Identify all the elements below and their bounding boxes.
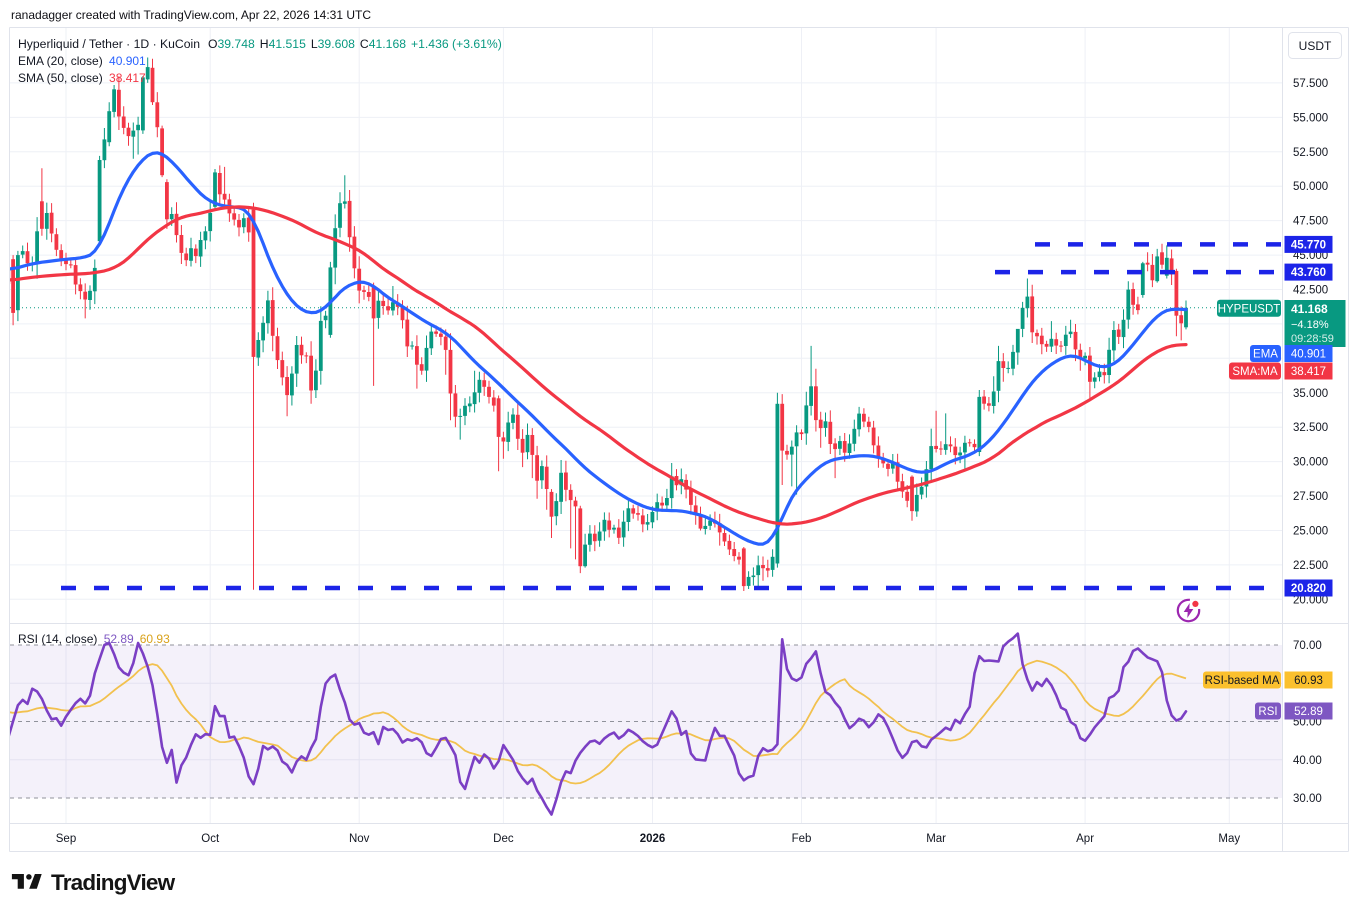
svg-text:Mar: Mar <box>926 833 946 845</box>
svg-text:EMA (20, close) 40.901: EMA (20, close) 40.901 <box>18 54 146 68</box>
svg-text:43.760: 43.760 <box>1291 267 1326 279</box>
svg-text:32.500: 32.500 <box>1293 422 1328 434</box>
svg-text:52.89: 52.89 <box>1294 706 1323 718</box>
svg-text:Feb: Feb <box>792 833 812 845</box>
svg-text:47.500: 47.500 <box>1293 216 1328 228</box>
svg-text:SMA (50, close) 38.417: SMA (50, close) 38.417 <box>18 71 146 85</box>
svg-text:20.820: 20.820 <box>1291 583 1326 595</box>
svg-text:ranadagger created with Tradin: ranadagger created with TradingView.com,… <box>11 8 371 22</box>
svg-text:USDT: USDT <box>1299 39 1332 53</box>
svg-text:RSI: RSI <box>1258 706 1277 718</box>
svg-text:May: May <box>1218 833 1240 845</box>
svg-text:TradingView: TradingView <box>51 870 176 895</box>
svg-text:50.000: 50.000 <box>1293 181 1328 193</box>
svg-text:35.000: 35.000 <box>1293 388 1328 400</box>
svg-text:Sep: Sep <box>56 833 76 845</box>
svg-text:09:28:59: 09:28:59 <box>1291 333 1334 345</box>
svg-text:20.000: 20.000 <box>1293 594 1328 606</box>
svg-text:Oct: Oct <box>201 833 220 845</box>
svg-text:45.770: 45.770 <box>1291 239 1326 251</box>
svg-text:52.500: 52.500 <box>1293 147 1328 159</box>
svg-text:30.000: 30.000 <box>1293 457 1328 469</box>
svg-text:60.93: 60.93 <box>1294 675 1323 687</box>
svg-text:HYPEUSDT: HYPEUSDT <box>1218 303 1281 315</box>
svg-text:40.901: 40.901 <box>1291 349 1326 361</box>
svg-text:EMA: EMA <box>1253 349 1278 361</box>
svg-text:Dec: Dec <box>493 833 514 845</box>
svg-text:RSI-based MA: RSI-based MA <box>1205 675 1280 687</box>
svg-text:Apr: Apr <box>1076 833 1094 845</box>
svg-text:27.500: 27.500 <box>1293 491 1328 503</box>
svg-text:70.00: 70.00 <box>1293 640 1322 652</box>
svg-text:Hyperliquid / Tether · 1D · Ku: Hyperliquid / Tether · 1D · KuCoin O39.74… <box>18 37 502 51</box>
svg-text:38.417: 38.417 <box>1291 366 1326 378</box>
svg-text:45.000: 45.000 <box>1293 250 1328 262</box>
svg-text:30.00: 30.00 <box>1293 793 1322 805</box>
svg-text:40.00: 40.00 <box>1293 755 1322 767</box>
svg-text:22.500: 22.500 <box>1293 560 1328 572</box>
svg-text:41.168: 41.168 <box>1291 302 1328 316</box>
svg-text:Nov: Nov <box>349 833 370 845</box>
svg-text:25.000: 25.000 <box>1293 525 1328 537</box>
svg-text:−4.18%: −4.18% <box>1291 319 1329 331</box>
svg-text:57.500: 57.500 <box>1293 78 1328 90</box>
svg-text:42.500: 42.500 <box>1293 284 1328 296</box>
svg-text:SMA:MA: SMA:MA <box>1232 366 1278 378</box>
svg-text:2026: 2026 <box>640 833 666 845</box>
svg-text:55.000: 55.000 <box>1293 112 1328 124</box>
